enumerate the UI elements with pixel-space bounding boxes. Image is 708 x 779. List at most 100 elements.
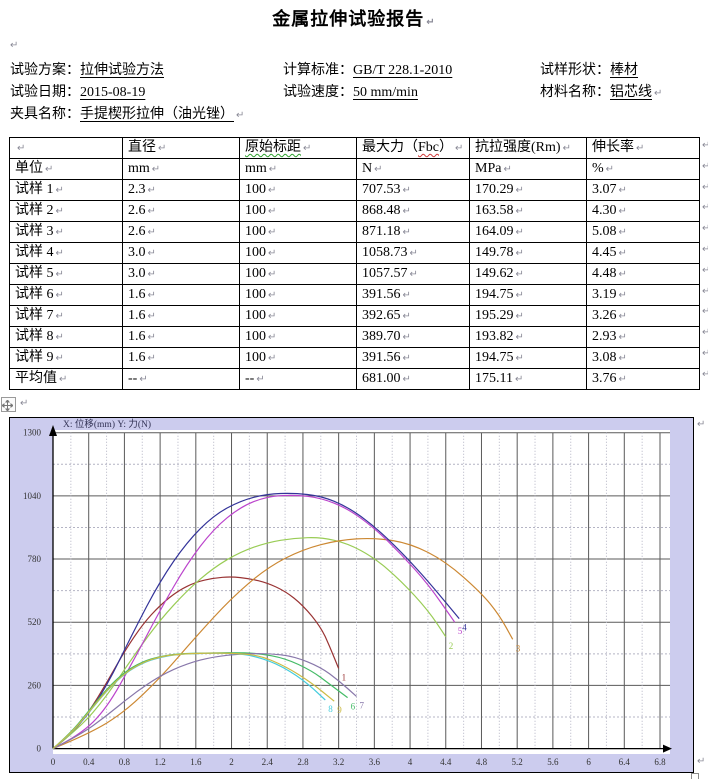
table-cell[interactable]: 163.58 ↵	[469, 200, 587, 222]
table-cell[interactable]: 试样 2 ↵	[9, 200, 123, 222]
paragraph-mark: ↵	[402, 290, 411, 301]
table-cell[interactable]: 试样 8 ↵	[9, 326, 123, 348]
table-cell[interactable]: 681.00 ↵	[356, 368, 470, 390]
paragraph-mark: ↵	[10, 40, 19, 51]
info-test-scheme[interactable]: 试验方案：拉伸试验方法	[10, 59, 164, 79]
table-cell[interactable]: 100 ↵	[239, 326, 357, 348]
table-cell[interactable]: 195.29 ↵	[469, 305, 587, 327]
table-cell[interactable]: N ↵	[356, 158, 470, 180]
info-test-speed[interactable]: 试验速度：50 mm/min	[283, 81, 418, 101]
table-cell[interactable]: 1.6 ↵	[122, 305, 240, 327]
table-cell[interactable]: 直径 ↵	[122, 137, 240, 159]
table-cell[interactable]: 100 ↵	[239, 200, 357, 222]
table-cell[interactable]: 707.53 ↵	[356, 179, 470, 201]
table-cell[interactable]: 194.75 ↵	[469, 284, 587, 306]
table-row: 平均值 ↵ -- ↵ -- ↵ 681.00 ↵ 175.11 ↵ 3.76 ↵	[9, 368, 700, 390]
info-sample-shape[interactable]: 试样形状：棒材	[540, 59, 638, 79]
results-table[interactable]: ↵ 直径 ↵ 原始标距 ↵ 最大力（Fbc） ↵ 抗拉强度(Rm) ↵ 伸长率 ↵ 单位 ↵ mm ↵ mm ↵…	[9, 137, 700, 390]
x-tick-label: 3.2	[333, 757, 344, 767]
table-cell[interactable]: 389.70 ↵	[356, 326, 470, 348]
table-cell[interactable]: 1058.73 ↵	[356, 242, 470, 264]
table-cell[interactable]: 5.08 ↵	[586, 221, 700, 243]
table-cell[interactable]: 原始标距 ↵	[239, 137, 357, 159]
table-cell[interactable]: 试样 1 ↵	[9, 179, 123, 201]
table-cell[interactable]: 2.6 ↵	[122, 200, 240, 222]
table-cell[interactable]: 100 ↵	[239, 347, 357, 369]
paragraph-mark: ↵	[697, 756, 706, 767]
paragraph-mark: ↵	[402, 332, 411, 343]
table-cell[interactable]: 1.6 ↵	[122, 326, 240, 348]
table-row: 试样 8 ↵ 1.6 ↵ 100 ↵ 389.70 ↵ 193.82 ↵ 2.93 ↵	[9, 326, 700, 348]
paragraph-mark: ↵	[515, 248, 524, 259]
table-cell[interactable]: 4.48 ↵	[586, 263, 700, 285]
table-cell[interactable]: 2.6 ↵	[122, 221, 240, 243]
table-cell[interactable]: 1.6 ↵	[122, 284, 240, 306]
table-cell[interactable]: 试样 3 ↵	[9, 221, 123, 243]
table-cell[interactable]: 单位 ↵	[9, 158, 123, 180]
table-cell[interactable]: mm ↵	[239, 158, 357, 180]
table-cell[interactable]: 4.30 ↵	[586, 200, 700, 222]
table-cell[interactable]: 3.0 ↵	[122, 242, 240, 264]
curve-sample-2	[52, 537, 447, 750]
table-cell[interactable]: 170.29 ↵	[469, 179, 587, 201]
table-cell[interactable]: 100 ↵	[239, 221, 357, 243]
force-displacement-chart[interactable]: 0 260 520 780 1040 1300 0 0.4 0.8 1.2 1.6 2 2.4 2.8 3.…	[9, 417, 694, 773]
table-cell[interactable]: 100 ↵	[239, 263, 357, 285]
table-cell[interactable]: 3.0 ↵	[122, 263, 240, 285]
table-cell[interactable]: 最大力（Fbc） ↵	[356, 137, 470, 159]
table-cell[interactable]: 100 ↵	[239, 242, 357, 264]
info-test-date[interactable]: 试验日期：2015-08-19	[10, 81, 145, 101]
table-cell[interactable]: 试样 9 ↵	[9, 347, 123, 369]
table-cell[interactable]: 3.08 ↵	[586, 347, 700, 369]
table-cell[interactable]: MPa ↵	[469, 158, 587, 180]
table-cell[interactable]: 193.82 ↵	[469, 326, 587, 348]
paragraph-mark: ↵	[374, 164, 383, 175]
info-fixture-name[interactable]: 夹具名称：手提楔形拉伸（油光锉） ↵	[10, 103, 244, 123]
table-cell[interactable]: 391.56 ↵	[356, 284, 470, 306]
table-cell[interactable]: ↵	[9, 137, 123, 159]
table-cell[interactable]: 100 ↵	[239, 284, 357, 306]
table-cell[interactable]: 1057.57 ↵	[356, 263, 470, 285]
table-cell[interactable]: mm ↵	[122, 158, 240, 180]
table-cell[interactable]: 2.3 ↵	[122, 179, 240, 201]
report-title-line[interactable]: 金属拉伸试验报告 ↵	[0, 5, 708, 31]
table-cell[interactable]: 194.75 ↵	[469, 347, 587, 369]
table-cell[interactable]: 149.78 ↵	[469, 242, 587, 264]
table-cell[interactable]: 3.19 ↵	[586, 284, 700, 306]
table-cell[interactable]: -- ↵	[122, 368, 240, 390]
table-cell[interactable]: % ↵	[586, 158, 700, 180]
table-cell[interactable]: 伸长率 ↵	[586, 137, 700, 159]
table-cell[interactable]: 平均值 ↵	[9, 368, 123, 390]
table-cell[interactable]: 164.09 ↵	[469, 221, 587, 243]
info-material-name[interactable]: 材料名称：铝芯线 ↵	[540, 81, 662, 101]
table-cell[interactable]: 100 ↵	[239, 179, 357, 201]
table-cell[interactable]: 149.62 ↵	[469, 263, 587, 285]
table-cell[interactable]: 试样 5 ↵	[9, 263, 123, 285]
table-cell[interactable]: 2.93 ↵	[586, 326, 700, 348]
table-cell[interactable]: 抗拉强度(Rm) ↵	[469, 137, 587, 159]
info-calc-standard[interactable]: 计算标准：GB/T 228.1-2010	[283, 59, 452, 79]
table-cell[interactable]: 试样 4 ↵	[9, 242, 123, 264]
paragraph-mark: ↵	[147, 311, 156, 322]
object-move-handle-icon[interactable]	[1, 397, 16, 412]
table-cell[interactable]: 试样 7 ↵	[9, 305, 123, 327]
paragraph-mark: ↵	[618, 332, 627, 343]
table-cell[interactable]: 175.11 ↵	[469, 368, 587, 390]
table-cell[interactable]: 100 ↵	[239, 305, 357, 327]
table-cell[interactable]: 3.26 ↵	[586, 305, 700, 327]
table-cell[interactable]: 试样 6 ↵	[9, 284, 123, 306]
info-value: 2015-08-19	[80, 85, 146, 100]
table-cell[interactable]: 4.45 ↵	[586, 242, 700, 264]
paragraph-mark: ↵	[268, 248, 277, 259]
table-cell[interactable]: 3.07 ↵	[586, 179, 700, 201]
table-cell[interactable]: 392.65 ↵	[356, 305, 470, 327]
table-cell[interactable]: 391.56 ↵	[356, 347, 470, 369]
table-cell[interactable]: 3.76 ↵	[586, 368, 700, 390]
table-units-row: 单位 ↵ mm ↵ mm ↵ N ↵ MPa ↵% ↵	[9, 158, 700, 180]
table-cell[interactable]: 871.18 ↵	[356, 221, 470, 243]
table-cell[interactable]: -- ↵	[239, 368, 357, 390]
object-resize-handle[interactable]	[691, 773, 699, 779]
table-cell[interactable]: 1.6 ↵	[122, 347, 240, 369]
table-cell[interactable]: 868.48 ↵	[356, 200, 470, 222]
